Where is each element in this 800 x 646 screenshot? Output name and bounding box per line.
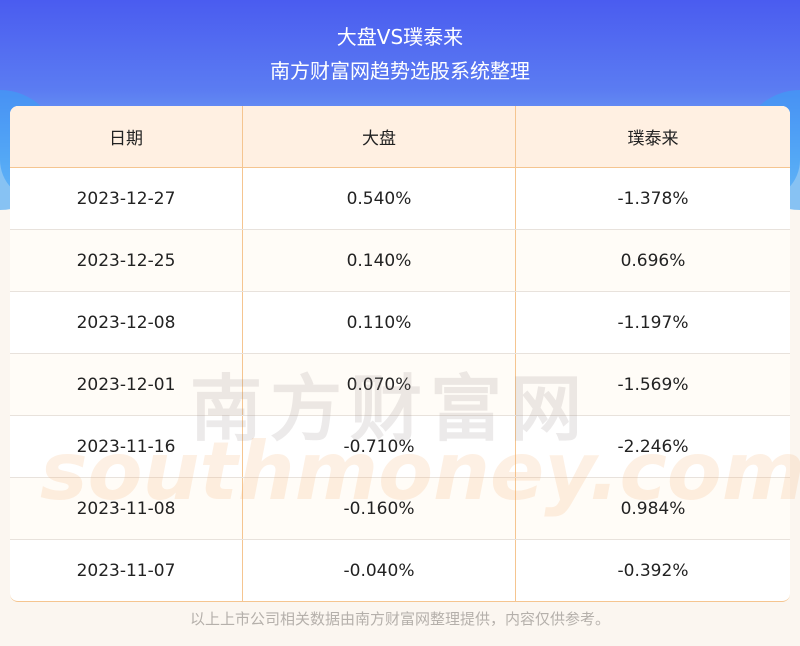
table-header: 日期 大盘 璞泰来 bbox=[10, 106, 790, 168]
cell-stock: -1.569% bbox=[617, 374, 689, 395]
footer-disclaimer: 以上上市公司相关数据由南方财富网整理提供，内容仅供参考。 bbox=[189, 610, 610, 628]
cell-market: 0.070% bbox=[243, 354, 516, 415]
cell-date: 2023-12-25 bbox=[10, 230, 243, 291]
cell-date: 2023-11-08 bbox=[10, 478, 243, 539]
page-title: 大盘VS璞泰来 bbox=[336, 25, 464, 49]
cell-market: 0.140% bbox=[243, 230, 516, 291]
cell-stock: -1.197% bbox=[617, 312, 689, 333]
comparison-table: 日期 大盘 璞泰来 2023-12-27 0.540% -1.378% 2023-12… bbox=[10, 106, 790, 602]
table-row: 2023-12-08 0.110% -1.197% bbox=[10, 292, 790, 354]
cell-date: 2023-12-27 bbox=[10, 168, 243, 229]
table-row: 2023-12-27 0.540% -1.378% bbox=[10, 168, 790, 230]
column-header-date: 日期 bbox=[10, 106, 243, 167]
cell-market: 0.540% bbox=[243, 168, 516, 229]
cell-stock: 0.984% bbox=[620, 498, 686, 519]
cell-date: 2023-12-08 bbox=[10, 292, 243, 353]
cell-market: 0.110% bbox=[243, 292, 516, 353]
cell-date: 2023-11-07 bbox=[10, 540, 243, 601]
column-header-stock: 璞泰来 bbox=[627, 129, 679, 149]
cell-market: -0.710% bbox=[243, 416, 516, 477]
cell-stock: -1.378% bbox=[617, 188, 689, 209]
cell-market: -0.160% bbox=[243, 478, 516, 539]
cell-stock: 0.696% bbox=[620, 250, 686, 271]
cell-stock: -2.246% bbox=[617, 436, 689, 457]
table-row: 2023-11-07 -0.040% -0.392% bbox=[10, 540, 790, 601]
cell-date: 2023-11-16 bbox=[10, 416, 243, 477]
table-row: 2023-11-08 -0.160% 0.984% bbox=[10, 478, 790, 540]
cell-stock: -0.392% bbox=[617, 561, 689, 581]
table-row: 2023-12-25 0.140% 0.696% bbox=[10, 230, 790, 292]
table-row: 2023-11-16 -0.710% -2.246% bbox=[10, 416, 790, 478]
cell-market: -0.040% bbox=[243, 540, 516, 601]
page-subtitle: 南方财富网趋势选股系统整理 bbox=[270, 59, 530, 83]
cell-date: 2023-12-01 bbox=[10, 354, 243, 415]
column-header-market: 大盘 bbox=[243, 106, 516, 167]
table-row: 2023-12-01 0.070% -1.569% bbox=[10, 354, 790, 416]
